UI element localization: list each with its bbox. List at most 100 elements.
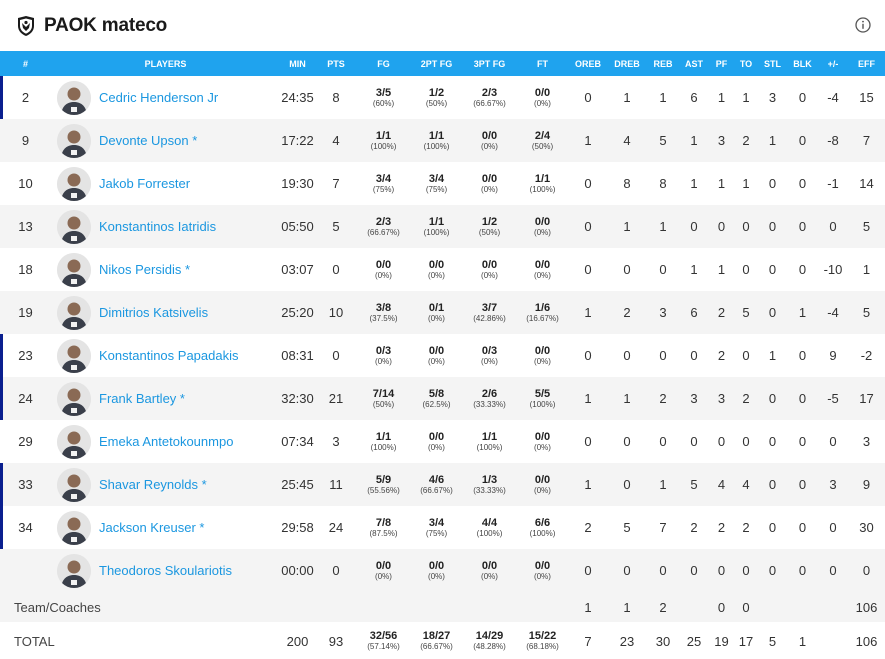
percentage: (0%) [481, 184, 498, 194]
player-avatar[interactable] [57, 553, 91, 588]
player-wrap: Konstantinos Iatridis [51, 209, 280, 244]
eff-value: 106 [855, 599, 878, 615]
column-header[interactable]: STL [764, 58, 781, 69]
ast-value: 0 [690, 434, 698, 449]
player-avatar[interactable] [57, 510, 91, 545]
player-name-link[interactable]: Cedric Henderson Jr [99, 90, 219, 105]
column-header[interactable]: TO [739, 58, 753, 69]
table-row[interactable]: 10 Jakob Forrester 19:30 7 3/4 (75%) 3/4 (75%) 0… [0, 162, 885, 205]
blk-value: 0 [798, 520, 807, 535]
percentage: (55.56%) [367, 485, 400, 495]
to-value: 0 [742, 599, 750, 615]
made-attempted: 3/7 [481, 301, 498, 314]
info-icon[interactable] [855, 17, 871, 33]
column-header[interactable]: EFF [858, 58, 875, 69]
column-header[interactable]: +/- [827, 58, 839, 69]
made-attempted: 3/8 [375, 301, 392, 314]
column-header[interactable]: REB [653, 58, 673, 69]
shooting-cell: 0/0 (0%) [410, 248, 463, 291]
to-value: 1 [742, 90, 750, 105]
dreb-value: 0 [623, 477, 631, 492]
table-row[interactable]: 19 Dimitrios Katsivelis 25:20 10 3/8 (37.5%) 0… [0, 291, 885, 334]
shooting-cell: 0/0 (0%) [357, 549, 410, 592]
column-header[interactable]: PLAYERS [144, 58, 187, 69]
shooting-cell: 3/4 (75%) [410, 506, 463, 549]
player-avatar[interactable] [57, 252, 91, 287]
player-avatar[interactable] [57, 123, 91, 158]
player-name-link[interactable]: Devonte Upson * [99, 133, 198, 148]
table-row[interactable]: 34 Jackson Kreuser * 29:58 24 7/8 (87.5%) 3/4(… [0, 506, 885, 549]
player-name-link[interactable]: Konstantinos Papadakis [99, 348, 239, 363]
player-name-link[interactable]: Jackson Kreuser * [99, 520, 205, 535]
percentage: (50%) [425, 98, 448, 108]
made-attempted: 0/0 [428, 430, 445, 443]
player-wrap: Frank Bartley * [51, 381, 280, 416]
player-avatar[interactable] [57, 467, 91, 502]
oreb-value: 1 [584, 477, 592, 492]
player-name-link[interactable]: Shavar Reynolds * [99, 477, 207, 492]
player-avatar[interactable] [57, 338, 91, 373]
made-attempted: 1/1 [428, 215, 445, 228]
player-avatar[interactable] [57, 381, 91, 416]
percentage: (37.5%) [369, 313, 398, 323]
player-avatar[interactable] [57, 209, 91, 244]
team-coaches-label: Team/Coaches [14, 599, 101, 615]
made-attempted: 0/0 [428, 258, 445, 271]
blk-value: 0 [798, 348, 807, 363]
percentage: (0%) [481, 270, 498, 280]
column-header[interactable]: # [22, 58, 28, 69]
made-attempted: 0/0 [534, 86, 551, 99]
percentage: (66.67%) [420, 642, 453, 651]
table-row[interactable]: 23 Konstantinos Papadakis 08:31 0 0/3 (0%) 0/0… [0, 334, 885, 377]
player-name-link[interactable]: Emeka Antetokounmpo [99, 434, 234, 449]
shooting-cell: 3/4 (75%) [357, 162, 410, 205]
player-avatar[interactable] [57, 295, 91, 330]
table-row[interactable]: 9 Devonte Upson * 17:22 4 1/1 (100%) 1/1 (100%)… [0, 119, 885, 162]
made-attempted: 1/1 [428, 129, 445, 142]
pm-value: -10 [823, 262, 843, 277]
column-header[interactable]: PF [715, 58, 728, 69]
player-name-link[interactable]: Dimitrios Katsivelis [99, 305, 209, 320]
percentage: (0%) [534, 270, 551, 280]
pm-value: 0 [829, 219, 837, 234]
minutes: 25:45 [281, 477, 314, 492]
made-attempted: 4/4 [481, 516, 498, 529]
column-header[interactable]: PTS [327, 58, 345, 69]
column-header[interactable]: FT [537, 58, 548, 69]
dreb-value: 0 [623, 262, 631, 277]
table-row[interactable]: 13 Konstantinos Iatridis 05:50 5 2/3 (66.67%)… [0, 205, 885, 248]
points: 3 [332, 434, 340, 449]
minutes: 03:07 [281, 262, 314, 277]
column-header[interactable]: DREB [614, 58, 640, 69]
eff-value: 5 [862, 305, 871, 320]
player-name-link[interactable]: Jakob Forrester [99, 176, 191, 191]
table-row[interactable]: 33 Shavar Reynolds * 25:45 11 5/9 (55.56%) 4/6… [0, 463, 885, 506]
table-row[interactable]: Theodoros Skoulariotis 00:00 0 0/0 (0%) 0/0 (0… [0, 549, 885, 592]
column-header[interactable]: AST [685, 58, 703, 69]
player-avatar[interactable] [57, 424, 91, 459]
shooting-cell: 2/3 (66.67%) [357, 205, 410, 248]
to-value: 0 [742, 563, 750, 578]
player-name-link[interactable]: Nikos Persidis * [99, 262, 191, 277]
percentage: (100%) [476, 528, 503, 538]
column-header[interactable]: MIN [289, 58, 306, 69]
column-header[interactable]: BLK [793, 58, 812, 69]
reb-value: 8 [659, 176, 667, 191]
table-row[interactable]: 2 Cedric Henderson Jr 24:35 8 3/5 (60%) 1/2 (50… [0, 76, 885, 119]
player-avatar[interactable] [57, 80, 91, 115]
table-row[interactable]: 24 Frank Bartley * 32:30 21 7/14 (50%) 5/8 (62.… [0, 377, 885, 420]
player-avatar[interactable] [57, 166, 91, 201]
table-row[interactable]: 29 Emeka Antetokounmpo 07:34 3 1/1 (100%) 0/0(… [0, 420, 885, 463]
column-header[interactable]: OREB [574, 58, 601, 69]
eff-value: 9 [862, 477, 871, 492]
column-header[interactable]: FG [377, 58, 390, 69]
column-header[interactable]: 2PT FG [420, 58, 453, 69]
player-name-link[interactable]: Theodoros Skoulariotis [99, 563, 232, 578]
player-name-link[interactable]: Frank Bartley * [99, 391, 185, 406]
jersey-number: 2 [0, 76, 51, 119]
table-row[interactable]: 18 Nikos Persidis * 03:07 0 0/0 (0%) 0/0 (0%) 0/… [0, 248, 885, 291]
oreb-value: 1 [584, 305, 592, 320]
column-header[interactable]: 3PT FG [473, 58, 506, 69]
shooting-cell: 1/2 (50%) [463, 205, 516, 248]
player-name-link[interactable]: Konstantinos Iatridis [99, 219, 217, 234]
